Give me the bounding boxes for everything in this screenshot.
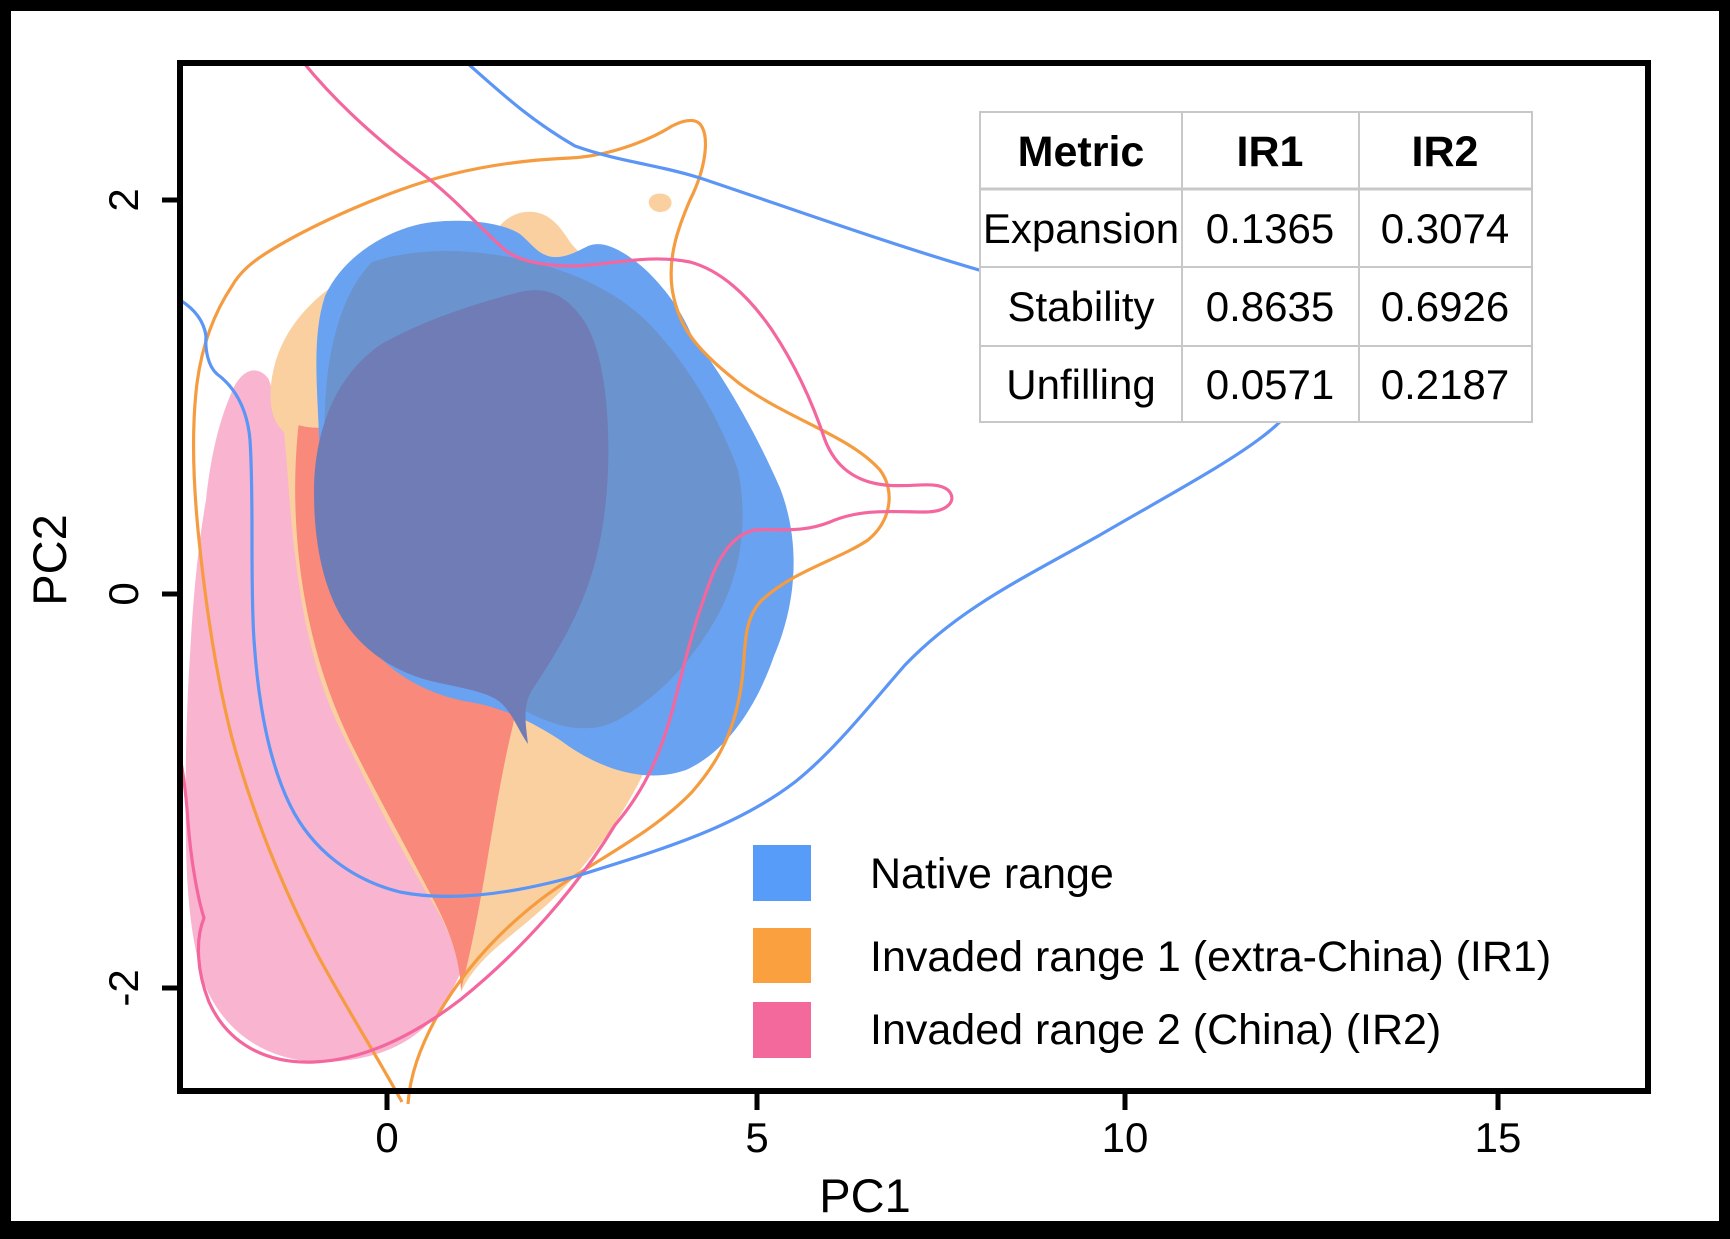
- x-tick-label-10: 10: [1102, 1114, 1149, 1161]
- table-cell-expansion-ir1: 0.1365: [1206, 205, 1334, 252]
- x-tick-label-0: 0: [375, 1114, 398, 1161]
- x-tick-label-5: 5: [745, 1114, 768, 1161]
- ir2-contour-line: [178, 60, 954, 1064]
- native-contour-line: [179, 60, 1303, 899]
- table-cell-expansion: Expansion: [983, 205, 1179, 252]
- ir1-contour-line: [191, 118, 891, 1105]
- legend-swatch-native: [753, 845, 811, 901]
- table-cell-unfilling-ir1: 0.0571: [1206, 361, 1334, 408]
- table-header-ir2: IR2: [1412, 128, 1479, 176]
- table-cell-stability: Stability: [1007, 283, 1154, 330]
- legend-label-ir1: Invaded range 1 (extra-China) (IR1): [870, 933, 1551, 981]
- x-tick-label-15: 15: [1475, 1114, 1522, 1161]
- panel-border: [177, 60, 1651, 1094]
- y-tick-label-neg2: -2: [100, 969, 147, 1006]
- y-tick-label-2: 2: [100, 188, 147, 211]
- x-axis: 0 5 10 15 PC1: [375, 1091, 1521, 1222]
- y-axis-title: PC2: [23, 514, 76, 605]
- x-axis-title: PC1: [819, 1169, 910, 1222]
- legend-label-ir2: Invaded range 2 (China) (IR2): [870, 1006, 1441, 1054]
- legend-swatch-ir2: [753, 1002, 811, 1058]
- table-cell-unfilling-ir2: 0.2187: [1381, 361, 1509, 408]
- table-cell-expansion-ir2: 0.3074: [1381, 205, 1509, 252]
- y-tick-label-0: 0: [100, 582, 147, 605]
- figure-frame-bottom: [0, 1221, 1730, 1239]
- table-header-ir1: IR1: [1237, 128, 1304, 176]
- table-cell-unfilling: Unfilling: [1006, 361, 1155, 408]
- inset-table: Metric IR1 IR2 Expansion 0.1365 0.3074 S…: [979, 111, 1533, 423]
- y-axis: 2 0 -2 PC2: [23, 188, 180, 1007]
- all-ranges-overlap-fill: [314, 290, 609, 744]
- legend: Native range Invaded range 1 (extra-Chin…: [753, 845, 1551, 1058]
- ir1-ir2-overlap-fill: [295, 338, 515, 990]
- table-cell-stability-ir1: 0.8635: [1206, 283, 1334, 330]
- legend-swatch-ir1: [753, 928, 811, 983]
- table-cell-stability-ir2: 0.6926: [1381, 283, 1509, 330]
- table-header-metric: Metric: [1018, 128, 1145, 176]
- legend-label-native: Native range: [870, 850, 1114, 898]
